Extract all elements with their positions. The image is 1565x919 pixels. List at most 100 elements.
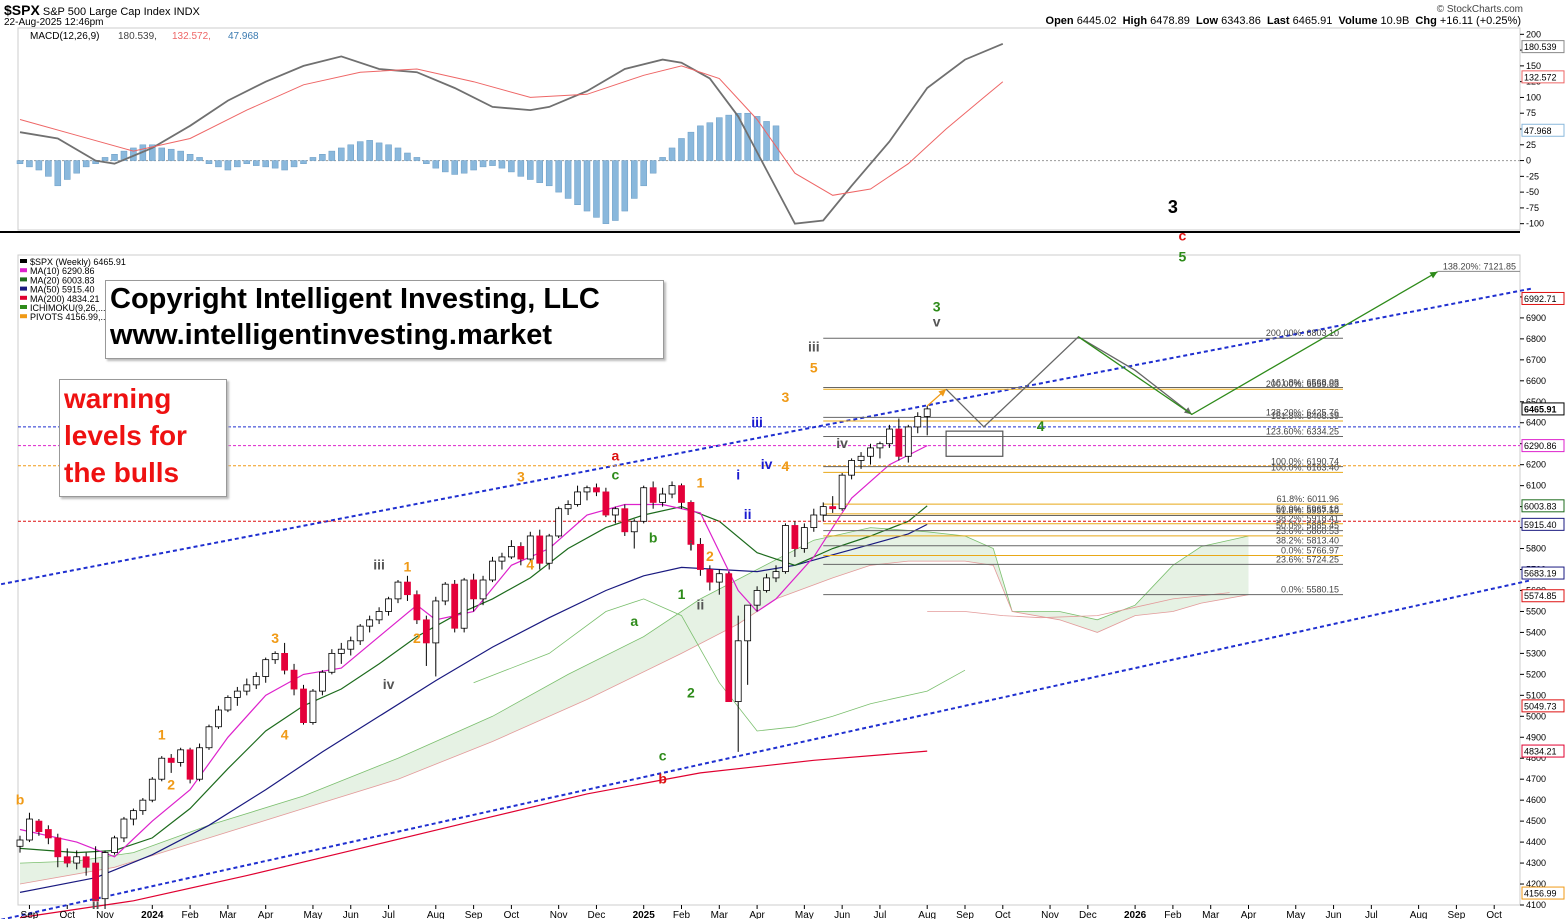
candle-body	[215, 709, 222, 728]
wave-label: 2	[687, 684, 695, 700]
macd-hist-bar	[338, 147, 345, 161]
candle-body	[687, 502, 695, 545]
ichimoku-future-lower	[964, 560, 1249, 633]
projection-path	[945, 335, 1193, 428]
macd-hist-bar	[300, 160, 307, 164]
macd-hist-bar	[16, 160, 24, 164]
candle-body	[441, 583, 449, 602]
high-value: 6478.89	[1150, 15, 1190, 27]
wave-label: 3	[933, 299, 941, 315]
ma10-line	[19, 445, 928, 858]
candle-body	[139, 799, 147, 812]
candle-body	[782, 525, 789, 573]
candle-body	[375, 611, 383, 621]
candle-body	[271, 652, 279, 661]
price-value-label: 6465.91	[1524, 404, 1557, 414]
fib-label: 138.20%: 7121.85	[1443, 261, 1516, 271]
candle-body	[385, 598, 392, 612]
macd-tick-label: 0	[1526, 156, 1531, 166]
price-tick-label: 5800	[1526, 544, 1546, 554]
price-value-box	[1521, 499, 1565, 513]
ma50-line	[19, 523, 928, 893]
macd-hist-bar	[744, 112, 751, 161]
x-tick-label: Sep	[21, 910, 39, 919]
candle-body	[659, 493, 666, 503]
macd-value-label: 47.968	[1524, 126, 1552, 136]
macd-legend-name: MACD(12,26,9)	[30, 31, 99, 42]
macd-hist-bar	[508, 160, 515, 173]
channel-lower	[0, 579, 1533, 919]
price-value-label: 4834.21	[1524, 747, 1557, 757]
x-tick-label: Sep	[1448, 910, 1466, 919]
candle-body	[63, 856, 71, 864]
macd-tick-label: -100	[1526, 219, 1544, 229]
macd-hist-bar	[725, 114, 732, 161]
wave-label: iv	[836, 435, 848, 451]
macd-hist-bar	[186, 154, 194, 161]
candle-body	[413, 594, 421, 621]
legend-entry: PIVOTS 4156.99,...	[30, 312, 108, 322]
fib-label: 100.0%: 6163.40	[1271, 462, 1339, 472]
candle-body	[678, 485, 685, 503]
candle-body	[290, 669, 298, 690]
macd-hist-bar	[101, 157, 109, 161]
candle-body	[186, 749, 194, 780]
candle-body	[356, 625, 364, 642]
candle-body	[555, 508, 563, 537]
iv-target-box	[945, 430, 1004, 457]
price-value-label: 5574.85	[1524, 591, 1557, 601]
wave-label: ii	[697, 596, 705, 612]
price-tick-label: 5300	[1526, 648, 1546, 658]
warning-box: warning levels for the bulls	[59, 379, 227, 497]
macd-hist-bar	[621, 160, 629, 212]
ichimoku-lower	[19, 560, 965, 885]
price-tick-label: 5200	[1526, 669, 1546, 679]
wave-label: 3	[782, 389, 790, 405]
macd-hist-bar	[177, 150, 184, 161]
candle-body	[489, 560, 496, 581]
fib-label: 161.8%: 6408.39	[1271, 411, 1339, 421]
x-tick-label: Nov	[1041, 910, 1059, 919]
x-tick-label: Jul	[382, 910, 395, 919]
macd-hist-bar	[442, 160, 449, 173]
candle-body	[120, 818, 128, 839]
macd-tick-label: 75	[1526, 108, 1536, 118]
candle-body	[867, 447, 874, 457]
wave-label: 1	[404, 559, 412, 575]
projection-arrowhead	[938, 389, 947, 397]
macd-hist-bar	[35, 160, 43, 171]
price-tick-label: 6200	[1526, 460, 1546, 470]
legend-entry: MA(200) 4834.21	[30, 294, 100, 304]
wave-label: c	[611, 466, 619, 482]
macd-hist-bar	[290, 160, 298, 168]
fib-label: 100.0%: 6190.74	[1271, 457, 1339, 467]
legend-swatch	[20, 277, 27, 282]
instrument-name: S&P 500 Large Cap Index	[42, 6, 171, 18]
macd-hist-bar	[536, 160, 543, 183]
macd-hist-bar	[640, 160, 647, 187]
candle-body	[470, 579, 478, 600]
volume-value: 10.9B	[1380, 15, 1410, 27]
wave-label: iv	[383, 676, 395, 692]
copyright-line2: www.intelligentinvesting.market	[110, 319, 553, 351]
candle-body	[73, 856, 81, 864]
warning-line2: levels for	[64, 420, 187, 451]
wave-label: 3	[1168, 197, 1178, 217]
macd-tick-label: -75	[1526, 203, 1539, 213]
candle-body	[318, 671, 326, 692]
macd-hist-bar	[753, 116, 761, 161]
macd-histogram	[16, 112, 780, 224]
legend-swatch	[20, 286, 27, 291]
macd-hist-bar	[772, 125, 780, 161]
macd-hist-bar	[687, 131, 695, 161]
fib-label: 61.8%: 6011.96	[1277, 494, 1339, 504]
candle-body	[460, 579, 468, 629]
price-tick-label: 6700	[1526, 355, 1546, 365]
price-value-box	[1521, 517, 1565, 531]
wave-label: 4	[1037, 418, 1045, 434]
macd-hist-bar	[612, 160, 619, 221]
wave-label: iii	[373, 557, 385, 573]
candle-body	[611, 508, 619, 516]
x-tick-label: Nov	[96, 910, 114, 919]
chart-title: $SPX S&P 500 Large Cap Index INDX	[4, 2, 200, 18]
